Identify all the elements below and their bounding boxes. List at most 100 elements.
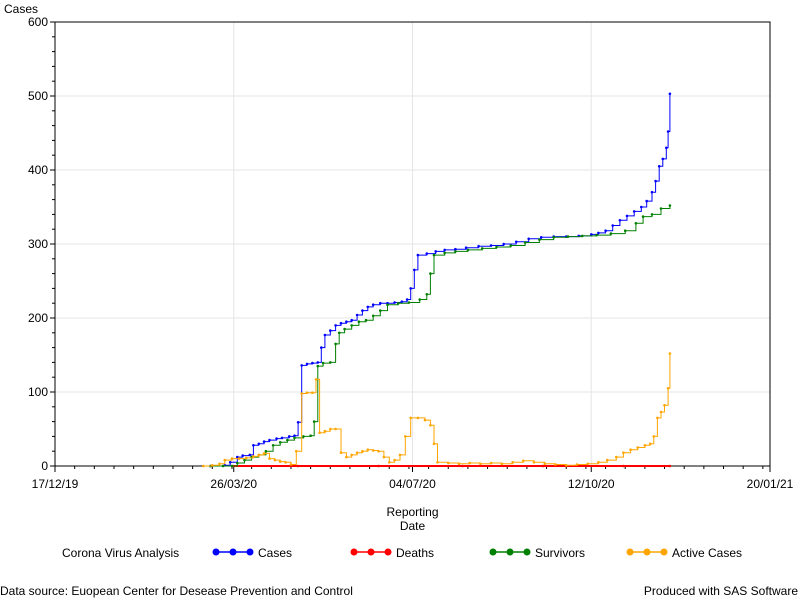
legend-swatch-marker <box>229 548 237 556</box>
x-tick-label: 20/01/21 <box>747 477 794 491</box>
data-point-survivors <box>243 458 246 462</box>
data-point-survivors <box>379 309 382 312</box>
data-point-cases <box>661 157 665 161</box>
y-tick-label: 0 <box>41 459 48 473</box>
data-point-survivors <box>309 434 312 438</box>
data-point-active-cases <box>423 418 427 422</box>
y-axis-label: Cases <box>4 2 38 16</box>
legend-label: Survivors <box>535 546 585 560</box>
data-point-survivors <box>343 327 346 331</box>
line-chart: 0 100 200 300 400 500 600 17/12/19 26/03/20 04/0… <box>4 2 794 560</box>
series-deaths <box>230 464 672 468</box>
data-point-deaths <box>668 464 672 468</box>
data-point-survivors <box>581 234 584 238</box>
data-point-active-cases <box>500 462 504 466</box>
data-point-active-cases <box>388 461 391 464</box>
data-point-survivors <box>609 232 613 235</box>
data-point-cases <box>650 190 654 194</box>
data-point-deaths <box>296 464 300 468</box>
data-point-active-cases <box>622 451 625 455</box>
data-point-active-cases <box>393 458 396 462</box>
data-point-active-cases <box>436 461 439 464</box>
data-point-survivors <box>337 331 341 335</box>
data-point-active-cases <box>586 462 589 466</box>
data-point-active-cases <box>543 462 547 466</box>
data-point-survivors <box>509 244 513 247</box>
data-point-active-cases <box>429 424 432 427</box>
data-point-cases <box>323 333 327 337</box>
produced-with-note: Produced with SAS Software <box>643 584 798 598</box>
data-point-active-cases <box>489 461 493 465</box>
series-line-survivors <box>210 205 671 467</box>
data-point-cases <box>305 362 309 366</box>
x-tick-label: 17/12/19 <box>32 477 79 491</box>
data-point-active-cases <box>416 416 420 420</box>
data-point-cases <box>668 92 672 96</box>
data-point-cases <box>275 437 278 440</box>
data-point-active-cases <box>636 446 639 449</box>
data-point-cases <box>236 455 239 459</box>
legend-swatch-marker <box>246 548 254 556</box>
legend-label: Cases <box>258 546 292 560</box>
data-point-active-cases <box>311 391 314 395</box>
data-point-survivors <box>396 301 400 305</box>
data-point-survivors <box>264 449 268 453</box>
data-point-active-cases <box>663 404 666 407</box>
x-tick-label: 26/03/20 <box>210 477 257 491</box>
data-point-cases <box>590 233 593 236</box>
data-point-active-cases <box>223 458 227 462</box>
data-point-survivors <box>386 303 389 307</box>
data-point-cases <box>645 199 648 203</box>
data-point-cases <box>527 237 530 241</box>
data-point-survivors <box>429 272 432 275</box>
legend-swatch-marker <box>660 548 668 556</box>
data-point-active-cases <box>597 461 600 464</box>
data-point-survivors <box>271 444 275 447</box>
legend: Corona Virus Analysis Cases Deaths Survivo… <box>62 546 742 560</box>
y-tick-label: 100 <box>28 385 48 399</box>
data-point-cases <box>502 242 506 246</box>
data-point-cases <box>316 361 320 364</box>
data-point-cases <box>257 442 261 446</box>
data-point-cases <box>320 346 323 349</box>
data-point-deaths <box>461 464 464 468</box>
data-point-survivors <box>278 441 282 444</box>
data-point-cases <box>334 324 337 327</box>
data-point-cases <box>268 438 271 442</box>
data-point-cases <box>477 244 480 248</box>
data-point-active-cases <box>643 444 647 447</box>
data-point-cases <box>597 231 600 235</box>
data-point-active-cases <box>615 455 618 459</box>
data-point-survivors <box>634 222 638 225</box>
data-point-cases <box>539 236 543 239</box>
data-point-cases <box>262 440 266 443</box>
data-point-cases <box>416 253 420 257</box>
legend-swatch-marker <box>350 548 358 556</box>
data-point-cases <box>489 244 493 247</box>
legend-swatch-marker <box>643 548 651 556</box>
data-point-active-cases <box>218 462 221 466</box>
data-point-survivors <box>595 233 598 237</box>
data-point-active-cases <box>278 460 282 463</box>
data-point-active-cases <box>522 459 525 463</box>
data-point-survivors <box>641 215 645 218</box>
data-point-active-cases <box>237 457 241 460</box>
data-point-survivors <box>286 438 289 442</box>
data-point-cases <box>287 435 291 438</box>
data-point-cases <box>355 313 359 317</box>
data-point-cases <box>514 240 518 244</box>
data-point-survivors <box>221 464 225 468</box>
data-point-survivors <box>566 235 570 238</box>
data-point-active-cases <box>252 455 255 458</box>
data-point-active-cases <box>575 463 579 466</box>
y-axis: 0 100 200 300 400 500 600 <box>28 15 55 473</box>
series-active-cases <box>202 352 672 468</box>
data-point-cases <box>345 320 348 324</box>
data-point-active-cases <box>295 449 298 453</box>
data-point-survivors <box>480 247 484 250</box>
data-point-active-cases <box>382 455 386 459</box>
x-axis-label-line-1: Reporting <box>386 505 438 519</box>
data-point-cases <box>611 224 614 227</box>
data-point-active-cases <box>564 464 568 467</box>
data-point-cases <box>604 229 607 232</box>
